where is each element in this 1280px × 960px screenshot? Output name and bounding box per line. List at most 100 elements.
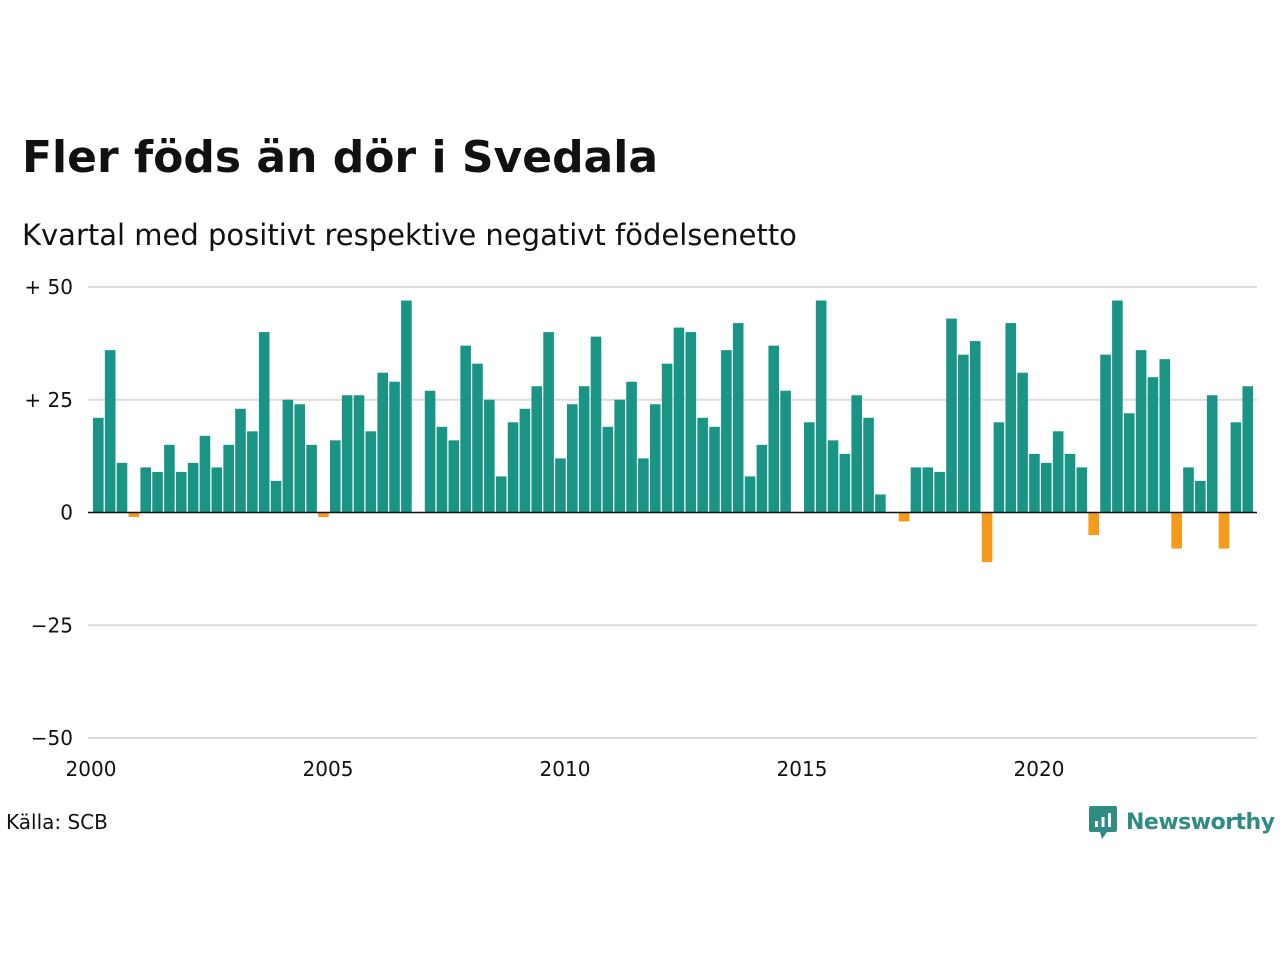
bar — [377, 372, 388, 513]
bars — [93, 300, 1254, 563]
bar — [330, 440, 341, 513]
bar — [721, 350, 732, 513]
x-axis-labels: 2000 2005 2010 2015 2020 — [66, 757, 1065, 781]
bar — [934, 471, 945, 513]
bar — [104, 350, 116, 513]
y-tick-label: 0 — [60, 501, 73, 525]
bar — [116, 462, 128, 513]
y-tick-label: + 50 — [24, 275, 73, 299]
bar — [567, 404, 578, 513]
bar — [780, 390, 791, 513]
bar — [235, 408, 246, 513]
bar — [389, 381, 400, 513]
y-axis-labels: + 50 + 25 0 −25 −50 — [24, 275, 73, 750]
bar — [1159, 359, 1171, 513]
bar — [128, 512, 140, 518]
bar — [472, 363, 483, 513]
y-tick-label: −50 — [31, 726, 73, 750]
bar — [93, 417, 104, 513]
bar — [922, 467, 934, 513]
bar — [1041, 462, 1052, 513]
bar — [602, 426, 614, 513]
bar — [495, 476, 507, 513]
brand-logo: Newsworthy — [1088, 804, 1275, 840]
source-note: Källa: SCB — [6, 810, 108, 834]
bar — [910, 467, 922, 513]
bar — [1135, 350, 1147, 513]
bar — [1088, 512, 1099, 536]
bar — [175, 471, 187, 513]
bar — [365, 431, 377, 513]
chart-subtitle: Kvartal med positivt respektive negativt… — [22, 218, 797, 252]
bar — [697, 417, 708, 513]
bar — [815, 300, 827, 513]
bar — [401, 300, 412, 513]
x-tick-label: 2000 — [66, 757, 117, 781]
bar — [531, 386, 543, 513]
bar — [543, 332, 554, 513]
bar — [863, 417, 874, 513]
bar — [958, 354, 969, 513]
bar — [294, 404, 306, 513]
bar — [199, 435, 211, 513]
x-tick-label: 2005 — [303, 757, 354, 781]
bar — [768, 345, 780, 513]
bar — [247, 431, 258, 513]
bar — [1242, 386, 1254, 513]
bar — [187, 462, 199, 513]
bar — [875, 494, 886, 513]
bar — [1230, 422, 1242, 513]
bar — [1218, 512, 1230, 549]
bar — [460, 345, 471, 513]
bar — [318, 512, 329, 518]
bar — [1206, 395, 1218, 513]
bar — [756, 444, 768, 513]
bar — [661, 363, 673, 513]
bar — [424, 390, 436, 513]
bar — [638, 458, 649, 513]
bar — [519, 408, 531, 513]
bar — [1005, 323, 1017, 513]
bar — [1029, 453, 1040, 513]
bar — [507, 422, 519, 513]
bar — [1017, 372, 1028, 513]
bar — [851, 395, 862, 513]
bar — [223, 444, 234, 513]
bar — [744, 476, 756, 513]
bar — [804, 422, 815, 513]
bar — [448, 440, 460, 513]
bar — [649, 404, 661, 513]
bar — [827, 440, 839, 513]
bar — [590, 336, 602, 513]
bar — [1112, 300, 1123, 513]
bar — [969, 341, 981, 513]
y-tick-label: + 25 — [24, 388, 73, 412]
bar — [152, 471, 163, 513]
x-tick-label: 2010 — [540, 757, 591, 781]
bar — [353, 395, 365, 513]
x-tick-label: 2015 — [777, 757, 828, 781]
bar — [1183, 467, 1194, 513]
bar — [839, 453, 851, 513]
newsworthy-logo-icon — [1089, 806, 1117, 839]
bar — [1123, 413, 1135, 513]
y-tick-label: −25 — [31, 613, 73, 637]
bar — [140, 467, 151, 513]
bar — [1076, 467, 1088, 513]
bar — [685, 332, 697, 513]
bar — [578, 386, 590, 513]
bar — [555, 458, 566, 513]
bar — [981, 512, 993, 563]
bar — [1171, 512, 1182, 549]
bar — [258, 332, 270, 513]
bar — [282, 399, 294, 513]
bar — [732, 323, 744, 513]
bar — [946, 318, 957, 513]
bar — [306, 444, 317, 513]
bar — [673, 327, 685, 513]
x-tick-label: 2020 — [1014, 757, 1065, 781]
bar — [709, 426, 720, 513]
bar — [1052, 431, 1064, 513]
bar — [993, 422, 1005, 513]
bar — [1195, 480, 1206, 513]
